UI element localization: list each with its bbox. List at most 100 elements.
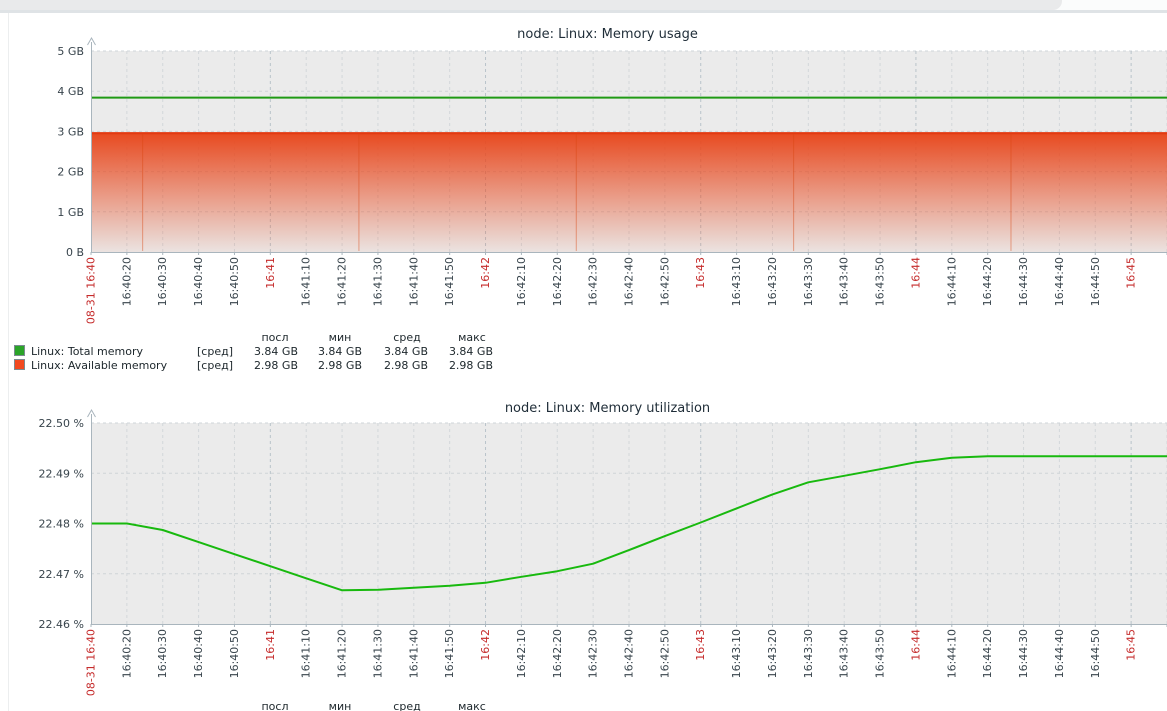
x-tick-label: 16:41:50 <box>443 257 456 306</box>
y-axis-arrow-icon <box>87 408 96 418</box>
x-tick-label: 16:41:30 <box>371 629 384 678</box>
x-tick-label: 16:44:50 <box>1089 629 1102 678</box>
legend-col-last: посл <box>261 700 289 711</box>
x-tick-label: 16:40:30 <box>156 257 169 306</box>
x-tick-label: 16:42:20 <box>551 629 564 678</box>
legend-col-last: посл <box>261 331 289 344</box>
x-tick-label: 16:44:20 <box>981 257 994 306</box>
x-tick-label: 08-31 16:40 <box>85 257 98 324</box>
x-tick-label: 16:44:30 <box>1017 257 1030 306</box>
legend-col-avg: сред <box>393 331 421 344</box>
x-tick-label: 16:45 <box>1125 257 1138 289</box>
legend-header-row: посл мин сред макс <box>8 700 548 711</box>
legend-col-avg: сред <box>393 700 421 711</box>
y-axis-arrow-icon <box>87 36 96 46</box>
x-tick-label: 16:44:20 <box>981 629 994 678</box>
x-tick-label: 16:42:10 <box>515 629 528 678</box>
x-tick-label: 16:42:50 <box>658 629 671 678</box>
x-tick-label: 16:44 <box>909 257 922 289</box>
x-tick-label: 16:41 <box>264 629 277 661</box>
x-tick-label: 16:42:30 <box>587 629 600 678</box>
x-tick-label: 16:41:40 <box>407 257 420 306</box>
browser-tab-edge <box>0 0 1062 10</box>
legend-row-available-memory: Linux: Available memory [сред] 2.98 GB 2… <box>8 359 548 372</box>
x-tick-label: 16:44:50 <box>1089 257 1102 306</box>
stat-last: 3.84 GB <box>253 345 298 358</box>
x-tick-label: 16:41:10 <box>300 629 313 678</box>
x-tick-label: 16:43 <box>694 257 707 289</box>
x-tick-label: 16:43:20 <box>766 629 779 678</box>
x-tick-label: 16:44:40 <box>1053 629 1066 678</box>
legend-col-max: макс <box>458 331 486 344</box>
x-tick-label: 16:41:50 <box>443 629 456 678</box>
x-tick-label: 16:43 <box>694 629 707 661</box>
y-tick-label: 22.46 % <box>39 618 84 631</box>
series-label: Linux: Available memory <box>31 359 168 372</box>
stat-avg: 3.84 GB <box>383 345 428 358</box>
chart-title: node: Linux: Memory utilization <box>504 401 711 416</box>
stat-last: 2.98 GB <box>253 359 298 372</box>
available-memory-swatch <box>14 359 25 370</box>
x-tick-label: 16:40:50 <box>228 257 241 306</box>
top-divider <box>0 10 1167 13</box>
x-tick-label: 16:42:40 <box>623 257 636 306</box>
y-tick-label: 3 GB <box>57 125 84 138</box>
available-memory-area <box>91 132 1167 252</box>
x-tick-label: 16:41:10 <box>300 257 313 306</box>
series-aggregation: [сред] <box>197 345 233 358</box>
legend-col-max: макс <box>458 700 486 711</box>
x-tick-label: 08-31 16:40 <box>85 629 98 696</box>
x-tick-label: 16:42:50 <box>658 257 671 306</box>
x-tick-label: 16:43:50 <box>874 257 887 306</box>
x-tick-label: 16:41 <box>264 257 277 289</box>
y-tick-label: 22.49 % <box>39 467 84 480</box>
stat-min: 2.98 GB <box>317 359 362 372</box>
y-tick-label: 22.48 % <box>39 518 84 531</box>
chart-title: node: Linux: Memory usage <box>517 27 698 42</box>
y-tick-label: 22.50 % <box>39 417 84 430</box>
stat-min: 3.84 GB <box>317 345 362 358</box>
x-tick-label: 16:40:40 <box>192 257 205 306</box>
x-tick-label: 16:43:10 <box>730 257 743 306</box>
x-tick-label: 16:42:40 <box>623 629 636 678</box>
x-tick-label: 16:40:50 <box>228 629 241 678</box>
y-tick-label: 2 GB <box>57 166 84 179</box>
x-tick-label: 16:44:30 <box>1017 629 1030 678</box>
legend-col-min: мин <box>328 331 352 344</box>
x-tick-label: 16:43:20 <box>766 257 779 306</box>
x-tick-label: 16:40:40 <box>192 629 205 678</box>
x-tick-label: 16:42:30 <box>587 257 600 306</box>
memory-utilization-plot[interactable]: 22.50 % 22.49 % 22.48 % 22.47 % 22.46 %08-31… <box>8 387 1167 711</box>
x-tick-label: 16:43:50 <box>874 629 887 678</box>
x-tick-label: 16:44 <box>909 629 922 661</box>
legend-header-row: посл мин сред макс <box>8 331 548 344</box>
x-tick-label: 16:43:30 <box>802 629 815 678</box>
memory-usage-chart: 5 GB 4 GB 3 GB 2 GB 1 GB 0 B 08-31 16:40 16:40:… <box>8 13 1167 387</box>
memory-utilization-chart: 22.50 % 22.49 % 22.48 % 22.47 % 22.46 % 08-31… <box>8 387 1167 711</box>
x-tick-label: 16:41:30 <box>371 257 384 306</box>
series-aggregation: [сред] <box>197 359 233 372</box>
stat-avg: 2.98 GB <box>383 359 428 372</box>
y-tick-label: 5 GB <box>57 45 84 58</box>
x-tick-label: 16:44:10 <box>945 257 958 306</box>
x-tick-label: 16:43:40 <box>838 629 851 678</box>
x-tick-label: 16:43:40 <box>838 257 851 306</box>
x-tick-label: 16:41:20 <box>336 629 349 678</box>
x-tick-label: 16:42:20 <box>551 257 564 306</box>
legend-col-min: мин <box>328 700 352 711</box>
memory-usage-plot[interactable]: 5 GB 4 GB 3 GB 2 GB 1 GB 0 B08-31 16:40 16:40:… <box>8 13 1167 387</box>
x-tick-label: 16:44:40 <box>1053 257 1066 306</box>
stat-max: 3.84 GB <box>448 345 493 358</box>
stat-max: 2.98 GB <box>448 359 493 372</box>
y-tick-label: 22.47 % <box>39 568 84 581</box>
x-tick-label: 16:43:10 <box>730 629 743 678</box>
x-tick-label: 16:42:10 <box>515 257 528 306</box>
series-label: Linux: Total memory <box>31 345 143 358</box>
x-tick-label: 16:40:20 <box>120 629 133 678</box>
y-tick-label: 1 GB <box>57 206 84 219</box>
legend-row-total-memory: Linux: Total memory [сред] 3.84 GB 3.84 … <box>8 345 548 358</box>
x-tick-label: 16:41:20 <box>336 257 349 306</box>
x-tick-label: 16:43:30 <box>802 257 815 306</box>
x-tick-label: 16:44:10 <box>945 629 958 678</box>
